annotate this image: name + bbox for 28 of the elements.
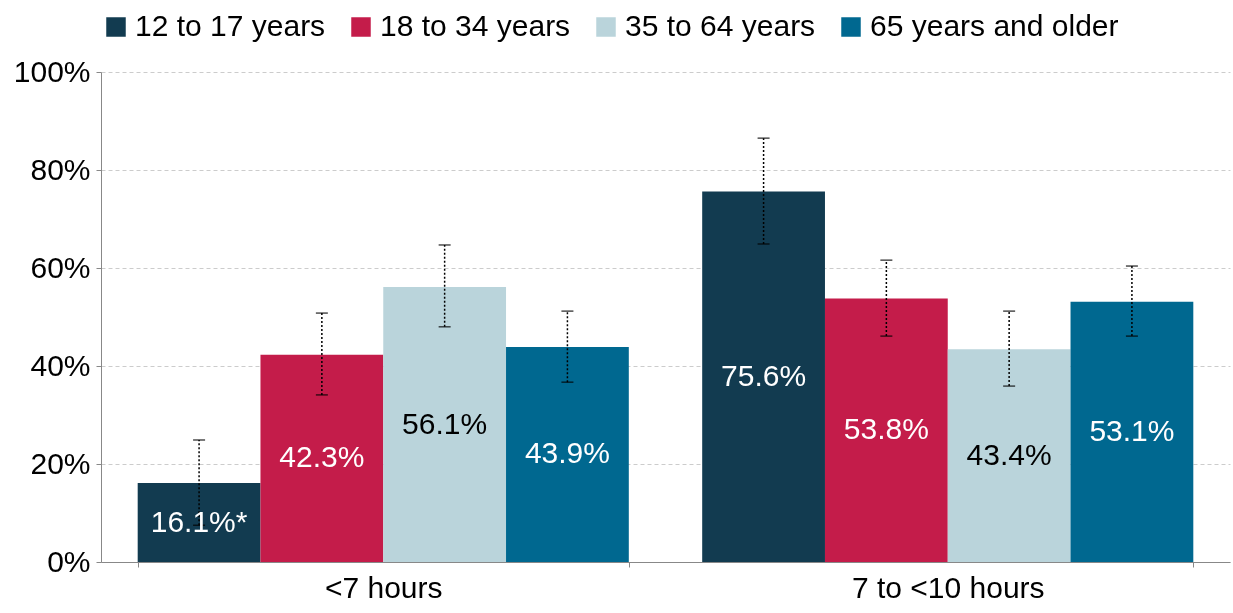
data-label: 43.9% bbox=[524, 436, 610, 470]
legend-label: 12 to 17 years bbox=[135, 9, 326, 42]
data-label: 16.1%* bbox=[150, 504, 248, 538]
data-label: 43.4% bbox=[966, 437, 1052, 471]
y-tick-label: 100% bbox=[13, 54, 91, 88]
y-tick-label: 80% bbox=[30, 152, 91, 186]
data-label: 42.3% bbox=[279, 440, 365, 474]
data-label: 75.6% bbox=[721, 358, 807, 392]
bar bbox=[137, 483, 261, 562]
legend-label: 65 years and older bbox=[870, 9, 1119, 42]
bar bbox=[824, 298, 948, 562]
data-label: 56.1% bbox=[402, 406, 488, 440]
legend-label: 18 to 34 years bbox=[380, 9, 571, 42]
y-tick-label: 0% bbox=[47, 544, 91, 578]
bar bbox=[260, 354, 384, 562]
data-label: 53.1% bbox=[1089, 413, 1175, 447]
bar bbox=[702, 191, 825, 562]
y-tick-label: 60% bbox=[30, 250, 91, 284]
bar bbox=[1070, 301, 1194, 562]
y-tick-label: 40% bbox=[30, 348, 91, 382]
x-tick-label: 7 to <10 hours bbox=[851, 570, 1045, 604]
bar bbox=[947, 349, 1071, 562]
data-label: 53.8% bbox=[843, 412, 929, 446]
bar bbox=[506, 346, 629, 562]
legend-label: 35 to 64 years bbox=[625, 9, 816, 42]
y-tick-label: 20% bbox=[30, 446, 91, 480]
bar bbox=[383, 287, 507, 562]
x-tick-label: <7 hours bbox=[324, 570, 443, 604]
